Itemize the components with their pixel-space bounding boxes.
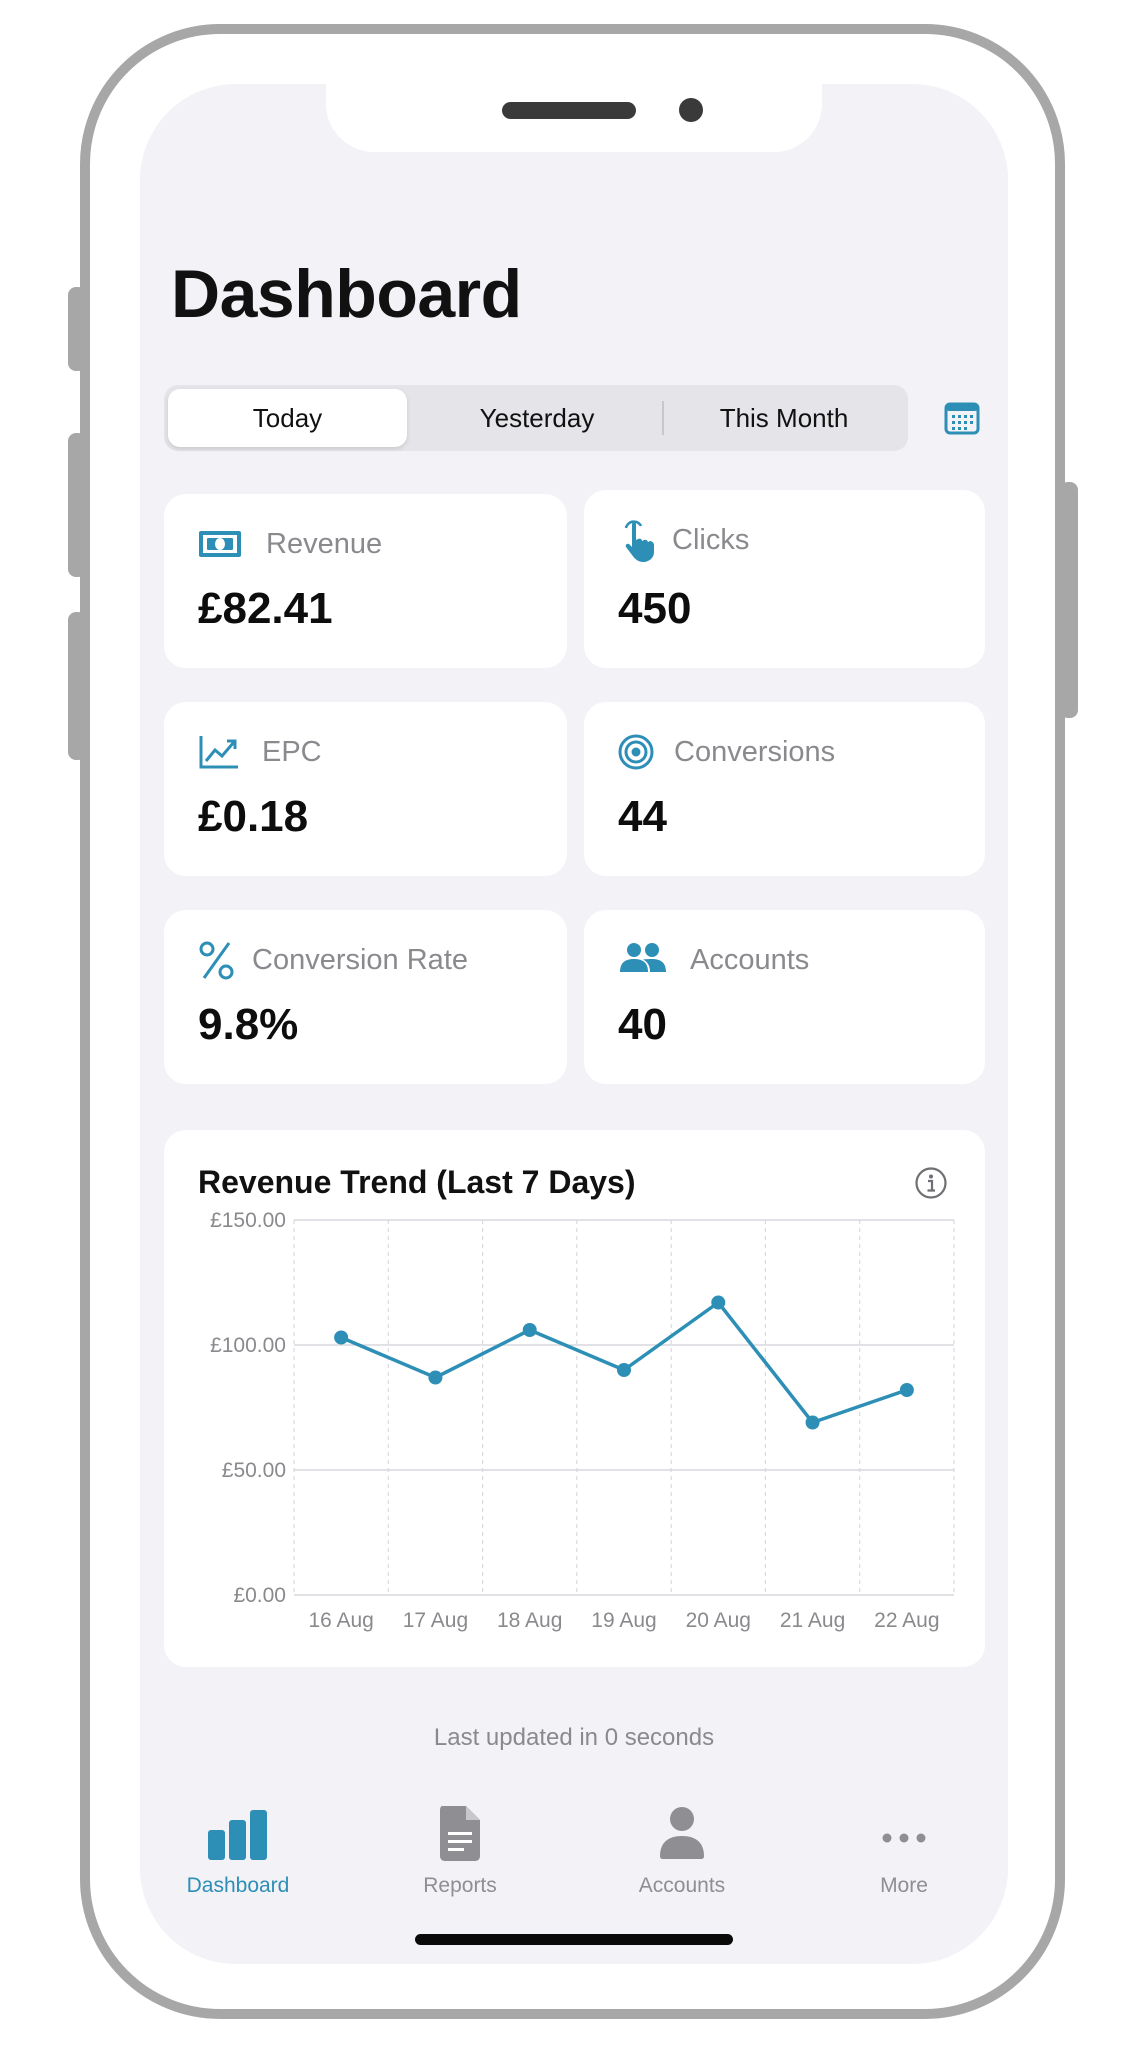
y-tick-label: £50.00 xyxy=(222,1459,286,1482)
tab-label-dashboard: Dashboard xyxy=(186,1874,290,1897)
data-point xyxy=(522,1323,537,1337)
data-point xyxy=(711,1295,726,1310)
notch xyxy=(326,84,822,152)
kpi-label-clicks: Clicks xyxy=(672,524,750,556)
date-range-segmented-control: Today Yesterday This Month xyxy=(164,385,908,451)
y-tick-label: £0.00 xyxy=(233,1584,286,1607)
tab-dashboard[interactable]: Dashboard xyxy=(148,1804,328,1898)
kpi-card-accounts[interactable]: Accounts 40 xyxy=(584,910,985,1084)
kpi-value-conversions: 44 xyxy=(618,792,667,841)
person-icon xyxy=(660,1807,704,1859)
ellipsis-icon xyxy=(882,1833,926,1843)
y-tick-label: £150.00 xyxy=(210,1209,286,1232)
kpi-card-epc[interactable]: EPC £0.18 xyxy=(164,702,567,876)
front-camera xyxy=(679,98,703,122)
x-tick-label: 20 Aug xyxy=(686,1609,751,1632)
data-point xyxy=(805,1415,820,1430)
kpi-value-epc: £0.18 xyxy=(198,792,309,841)
revenue-trend-chart: £0.00 £50.00 £100.00 £150.00 16 Aug 17 Aug 18 … xyxy=(210,1209,955,1632)
people-icon xyxy=(620,943,666,972)
kpi-card-revenue[interactable]: Revenue £82.41 xyxy=(164,494,567,668)
info-icon[interactable] xyxy=(914,1166,948,1200)
percent-icon xyxy=(199,941,234,980)
tab-label-reports: Reports xyxy=(423,1874,497,1897)
tab-reports[interactable]: Reports xyxy=(370,1804,550,1898)
app-screen: Dashboard Today Yesterday This Month Rev… xyxy=(140,84,1008,1964)
segment-this-month[interactable]: This Month xyxy=(719,403,849,433)
data-point xyxy=(899,1383,914,1397)
tab-label-accounts: Accounts xyxy=(638,1874,726,1897)
kpi-card-conversions[interactable]: Conversions 44 xyxy=(584,702,985,876)
document-icon xyxy=(440,1806,480,1861)
kpi-card-clicks[interactable]: Clicks 450 xyxy=(584,490,985,668)
y-tick-label: £100.00 xyxy=(210,1334,286,1357)
kpi-value-revenue: £82.41 xyxy=(198,584,333,633)
data-point xyxy=(428,1370,443,1385)
chart-title: Revenue Trend (Last 7 Days) xyxy=(198,1164,636,1200)
segment-divider xyxy=(662,401,664,435)
revenue-trend-card: £0.00 £50.00 £100.00 £150.00 16 Aug 17 Aug 18 … xyxy=(164,1130,985,1667)
target-icon xyxy=(618,734,654,770)
kpi-card-conversion-rate[interactable]: Conversion Rate 9.8% xyxy=(164,910,567,1084)
revenue-series-line xyxy=(340,1300,908,1425)
trend-chart-icon xyxy=(199,736,238,769)
tab-label-more: More xyxy=(880,1874,928,1897)
x-tick-label: 17 Aug xyxy=(403,1609,468,1632)
x-tick-label: 18 Aug xyxy=(497,1609,562,1632)
kpi-value-accounts: 40 xyxy=(618,1000,667,1049)
kpi-label-conversion-rate: Conversion Rate xyxy=(252,944,468,976)
x-tick-label: 21 Aug xyxy=(780,1609,845,1632)
calendar-icon[interactable] xyxy=(944,401,980,435)
data-point xyxy=(334,1330,349,1345)
last-updated-text: Last updated in 0 seconds xyxy=(433,1724,715,1751)
page-title: Dashboard xyxy=(171,256,522,332)
x-tick-label: 16 Aug xyxy=(308,1609,373,1632)
segment-today[interactable]: Today xyxy=(168,389,407,447)
kpi-label-revenue: Revenue xyxy=(266,528,383,560)
kpi-label-conversions: Conversions xyxy=(674,736,836,768)
tab-bar: Dashboard Reports Accounts xyxy=(140,1804,1008,1914)
banknote-icon xyxy=(199,531,241,557)
speaker xyxy=(502,102,636,119)
x-tick-label: 19 Aug xyxy=(591,1609,656,1632)
kpi-value-clicks: 450 xyxy=(618,584,692,633)
tab-accounts[interactable]: Accounts xyxy=(592,1804,772,1898)
pointer-hand-icon xyxy=(624,520,654,562)
kpi-label-accounts: Accounts xyxy=(690,944,810,976)
bar-chart-icon xyxy=(208,1810,267,1860)
kpi-value-conversion-rate: 9.8% xyxy=(198,1000,299,1049)
home-indicator xyxy=(415,1934,733,1945)
kpi-label-epc: EPC xyxy=(262,736,322,768)
segment-yesterday[interactable]: Yesterday xyxy=(479,403,595,433)
tab-more[interactable]: More xyxy=(814,1804,994,1898)
data-point xyxy=(617,1363,631,1377)
x-tick-label: 22 Aug xyxy=(874,1609,939,1632)
